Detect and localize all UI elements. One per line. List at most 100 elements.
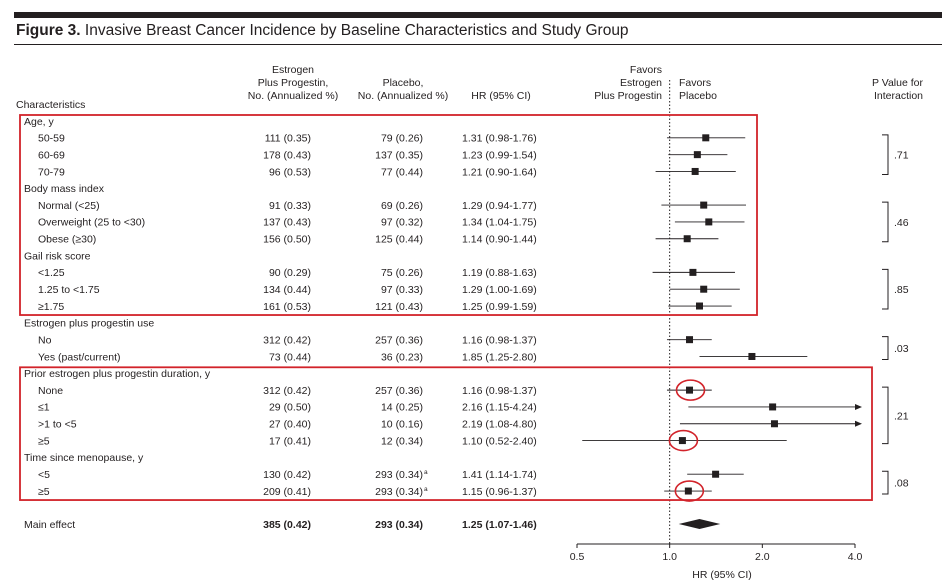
hr-ci-text: 1.14 (0.90-1.44) — [462, 234, 537, 246]
hr-ci-text: 1.16 (0.98-1.37) — [462, 334, 537, 346]
figure-title-text: Invasive Breast Cancer Incidence by Base… — [84, 22, 629, 39]
hr-point — [683, 235, 691, 243]
hr-point — [684, 487, 692, 495]
x-tick-label: 4.0 — [848, 551, 863, 563]
hr-ci-text: 1.29 (1.00-1.69) — [462, 284, 537, 296]
figure-title: Figure 3. Invasive Breast Cancer Inciden… — [16, 22, 629, 40]
placebo-value: 10 (0.16) — [381, 419, 423, 431]
hr-point — [695, 302, 703, 310]
header-favors-placebo: Favors — [679, 77, 711, 89]
row-label: 50-59 — [38, 133, 65, 145]
ep-value: 312 (0.42) — [263, 334, 311, 346]
ep-value: 312 (0.42) — [263, 385, 311, 397]
placebo-footnote: a — [424, 469, 428, 476]
placebo-value: 257 (0.36) — [375, 385, 423, 397]
p-bracket — [882, 268, 889, 310]
hr-ci-text: 1.25 (0.99-1.59) — [462, 301, 537, 313]
x-tick-label: 0.5 — [570, 551, 585, 563]
hr-ci-text: 2.16 (1.15-4.24) — [462, 402, 537, 414]
ep-value: 17 (0.41) — [269, 435, 311, 447]
placebo-value: 293 (0.34) — [375, 519, 423, 531]
hr-point — [712, 470, 720, 478]
placebo-value: 293 (0.34) — [375, 486, 423, 498]
row-label: ≥5 — [38, 486, 50, 498]
row-label: No — [38, 334, 52, 346]
placebo-value: 36 (0.23) — [381, 351, 423, 363]
placebo-value: 79 (0.26) — [381, 133, 423, 145]
row-label: 1.25 to <1.75 — [38, 284, 100, 296]
ep-value: 156 (0.50) — [263, 234, 311, 246]
highlight-box — [19, 366, 873, 501]
main-effect-label: Main effect — [24, 519, 75, 531]
header-p-interaction: Interaction — [874, 90, 923, 102]
hr-ci-text: 1.29 (0.94-1.77) — [462, 200, 537, 212]
group-label: Time since menopause, y — [24, 452, 144, 464]
highlight-circle — [668, 429, 699, 452]
placebo-value: 12 (0.34) — [381, 435, 423, 447]
placebo-value: 97 (0.33) — [381, 284, 423, 296]
x-tick-label: 1.0 — [662, 551, 677, 563]
ep-value: 96 (0.53) — [269, 166, 311, 178]
row-label: ≤1 — [38, 402, 50, 414]
header-favors-placebo: Placebo — [679, 90, 717, 102]
ci-arrow — [855, 420, 862, 427]
hr-point — [686, 336, 694, 344]
hr-point — [748, 352, 756, 360]
hr-ci-text: 1.31 (0.98-1.76) — [462, 133, 537, 145]
row-label: Overweight (25 to <30) — [38, 217, 145, 229]
header-ep: Estrogen — [272, 64, 314, 76]
group-label: Estrogen plus progestin use — [24, 318, 154, 330]
header-characteristics: Characteristics — [16, 99, 85, 111]
group-label: Age, y — [24, 116, 55, 128]
hr-ci-text: 1.21 (0.90-1.64) — [462, 166, 537, 178]
row-label: >1 to <5 — [38, 419, 77, 431]
header-placebo: No. (Annualized %) — [358, 90, 448, 102]
hr-ci-text: 1.10 (0.52-2.40) — [462, 435, 537, 447]
p-value: .03 — [894, 343, 909, 355]
hr-ci-text: 1.34 (1.04-1.75) — [462, 217, 537, 229]
group-label: Body mass index — [24, 183, 105, 195]
row-label: 60-69 — [38, 149, 65, 161]
hr-point — [770, 420, 778, 428]
header-ep: No. (Annualized %) — [248, 90, 338, 102]
main-effect-diamond — [678, 519, 721, 529]
p-bracket — [882, 470, 889, 495]
header-favors-ep: Estrogen — [620, 77, 662, 89]
hr-point — [769, 403, 777, 411]
figure-label: Figure 3. — [16, 22, 81, 39]
hr-ci-text: 1.25 (1.07-1.46) — [462, 519, 537, 531]
p-bracket — [882, 336, 889, 360]
placebo-value: 77 (0.44) — [381, 166, 423, 178]
p-bracket — [882, 386, 889, 445]
group-label: Gail risk score — [24, 250, 91, 262]
ep-value: 209 (0.41) — [263, 486, 311, 498]
hr-ci-text: 1.41 (1.14-1.74) — [462, 469, 537, 481]
ep-value: 134 (0.44) — [263, 284, 311, 296]
header-ep: Plus Progestin, — [258, 77, 329, 89]
hr-point — [705, 218, 713, 226]
placebo-value: 293 (0.34) — [375, 469, 423, 481]
row-label: Yes (past/current) — [38, 351, 120, 363]
header-favors-ep: Favors — [630, 64, 662, 76]
header-hr: HR (95% CI) — [471, 90, 531, 102]
placebo-footnote: a — [424, 486, 428, 493]
row-label: <1.25 — [38, 267, 65, 279]
hr-ci-text: 1.85 (1.25-2.80) — [462, 351, 537, 363]
hr-point — [691, 167, 699, 175]
hr-point — [689, 268, 697, 276]
header-placebo: Placebo, — [383, 77, 424, 89]
ci-arrow — [855, 403, 862, 410]
ep-value: 29 (0.50) — [269, 402, 311, 414]
hr-ci-text: 1.15 (0.96-1.37) — [462, 486, 537, 498]
highlight-circle — [675, 379, 706, 401]
p-value: .85 — [894, 284, 909, 296]
hr-point — [693, 151, 701, 159]
hr-ci-text: 1.19 (0.88-1.63) — [462, 267, 537, 279]
placebo-value: 125 (0.44) — [375, 234, 423, 246]
ep-value: 385 (0.42) — [263, 519, 311, 531]
ep-value: 91 (0.33) — [269, 200, 311, 212]
placebo-value: 257 (0.36) — [375, 334, 423, 346]
hr-ci-text: 1.16 (0.98-1.37) — [462, 385, 537, 397]
title-rule — [14, 44, 942, 45]
